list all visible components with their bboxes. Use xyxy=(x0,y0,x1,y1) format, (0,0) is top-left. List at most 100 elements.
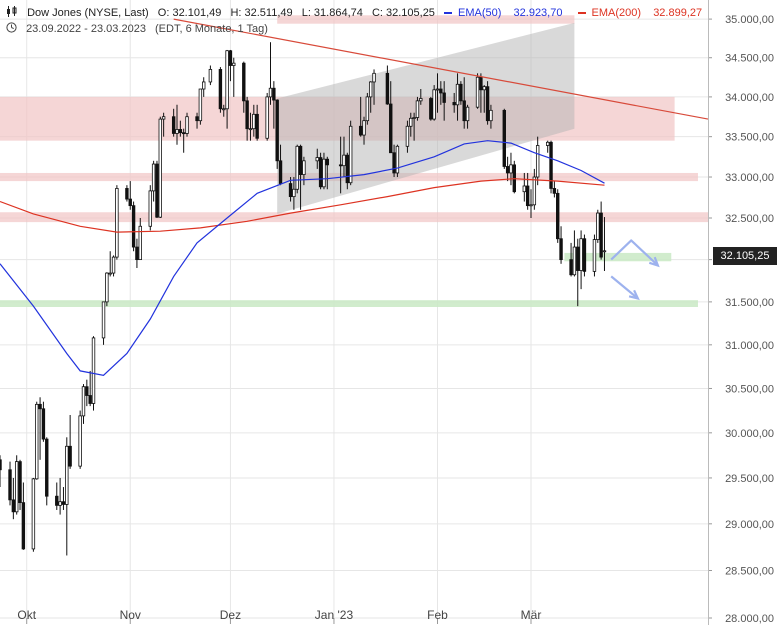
candle-body-down xyxy=(278,160,283,184)
candle-body-up xyxy=(151,163,156,192)
ema50-legend: EMA(50) 32.923,70 xyxy=(444,7,568,19)
candle-body-down xyxy=(155,163,159,218)
candle-body-up xyxy=(295,145,299,190)
candle-body-down xyxy=(479,76,483,91)
support-zone xyxy=(564,252,672,262)
candle-body-up xyxy=(158,118,163,218)
candle-body-up xyxy=(475,76,480,108)
candle-body-down xyxy=(392,152,396,174)
candle-body-up xyxy=(31,478,36,550)
candle-body-down xyxy=(452,102,456,106)
candle-body-up xyxy=(482,86,486,91)
forecast-arrow-head xyxy=(628,289,640,301)
candle-body-down xyxy=(288,183,293,198)
candle-body-up xyxy=(419,98,423,102)
low-value: L: 31.864,74 xyxy=(301,6,363,19)
forecast-arrow xyxy=(610,239,659,267)
candle-body-down xyxy=(442,92,446,103)
candle-body-down xyxy=(552,188,557,194)
candle-body-down xyxy=(345,154,350,184)
candle-body-down xyxy=(559,238,563,261)
candle-body-down xyxy=(38,403,42,410)
x-tick-label: Feb xyxy=(427,608,448,622)
candle-body-up xyxy=(465,106,470,122)
candle-body-down xyxy=(462,100,466,122)
candle-body-up xyxy=(535,145,540,178)
candle-body-up xyxy=(91,337,96,404)
candle-body-up xyxy=(175,129,179,134)
candle-body-up xyxy=(198,88,203,122)
x-tick-label: Mär xyxy=(521,608,542,622)
candle-body-down xyxy=(218,69,223,110)
candle-body-up xyxy=(432,89,436,120)
candle-body-up xyxy=(232,62,236,66)
candle-body-down xyxy=(275,99,279,162)
candle-body-up xyxy=(222,108,226,111)
ema200-legend-swatch xyxy=(577,12,586,14)
candle-body-up xyxy=(368,81,373,98)
candle-body-down xyxy=(576,246,580,271)
ema200-line xyxy=(0,178,605,233)
candle-body-up xyxy=(315,157,319,162)
candle-body-up xyxy=(105,272,109,303)
candle-body-up xyxy=(545,141,550,146)
candlestick-icon xyxy=(6,6,18,20)
candle-body-up xyxy=(365,96,370,122)
x-tick-label: Jan '23 xyxy=(315,608,354,622)
candle-body-up xyxy=(65,445,69,505)
candle-body-down xyxy=(582,238,587,272)
y-tick-label: 28.000,00 xyxy=(725,613,774,625)
y-tick-label: 28.500,00 xyxy=(725,565,774,577)
y-tick-label: 31.000,00 xyxy=(725,340,774,352)
candle-body-up xyxy=(225,50,229,110)
candle-body-down xyxy=(556,192,560,240)
candle-body-up xyxy=(265,96,269,139)
candle-body-down xyxy=(298,145,303,175)
candle-body-down xyxy=(171,116,176,134)
candle-body-up xyxy=(115,188,119,258)
candle-body-up xyxy=(342,154,346,167)
y-axis: 35.000,00 34.500,00 34.000,00 33.500,00 33.0… xyxy=(708,0,774,625)
candle-body-up xyxy=(35,403,39,480)
y-tick-label: 32.500,00 xyxy=(725,213,774,225)
candle-body-up xyxy=(409,117,413,127)
y-tick-label: 34.500,00 xyxy=(725,53,774,65)
candle-body-up xyxy=(412,117,416,119)
candle-body-up xyxy=(415,100,420,118)
candle-body-down xyxy=(195,116,199,122)
candle-body-down xyxy=(181,132,186,135)
candle-body-up xyxy=(522,185,527,193)
ema50-line xyxy=(0,140,605,376)
chart-header: Dow Jones (NYSE, Last) O: 32.101,49 H: 3… xyxy=(6,6,714,20)
candle-body-up xyxy=(14,461,19,513)
candle-body-up xyxy=(532,176,537,206)
candle-body-down xyxy=(358,125,363,136)
date-range: 23.09.2022 - 23.03.2023 xyxy=(26,22,146,35)
candle-body-up xyxy=(138,225,142,261)
candle-body-down xyxy=(245,100,249,130)
candle-body-down xyxy=(18,461,22,504)
candle-body-down xyxy=(505,166,510,174)
forecast-arrow xyxy=(610,275,639,300)
instrument-name: Dow Jones (NYSE, Last) xyxy=(27,6,149,19)
candle-body-down xyxy=(85,386,89,396)
resistance-zone xyxy=(277,15,575,24)
candle-body-up xyxy=(81,386,86,417)
candle-body-down xyxy=(41,408,46,440)
candle-body-up xyxy=(292,188,296,198)
candle-body-up xyxy=(148,190,152,227)
candle-body-down xyxy=(228,50,233,66)
annotations xyxy=(173,18,709,301)
candle-body-up xyxy=(268,87,273,98)
candle-body-down xyxy=(569,259,573,276)
candle-body-up xyxy=(529,204,533,207)
candle-body-up xyxy=(596,212,600,240)
candle-body-up xyxy=(579,238,583,271)
candle-body-up xyxy=(111,256,116,274)
candle-body-down xyxy=(131,205,136,248)
candle-body-up xyxy=(395,145,400,174)
chart-subheader: 23.09.2022 - 23.03.2023 (EDT, 6 Monate, … xyxy=(6,22,274,36)
close-value: C: 32.105,25 xyxy=(371,6,435,19)
y-tick-label: 31.500,00 xyxy=(725,297,774,309)
candle-body-up xyxy=(602,250,607,253)
